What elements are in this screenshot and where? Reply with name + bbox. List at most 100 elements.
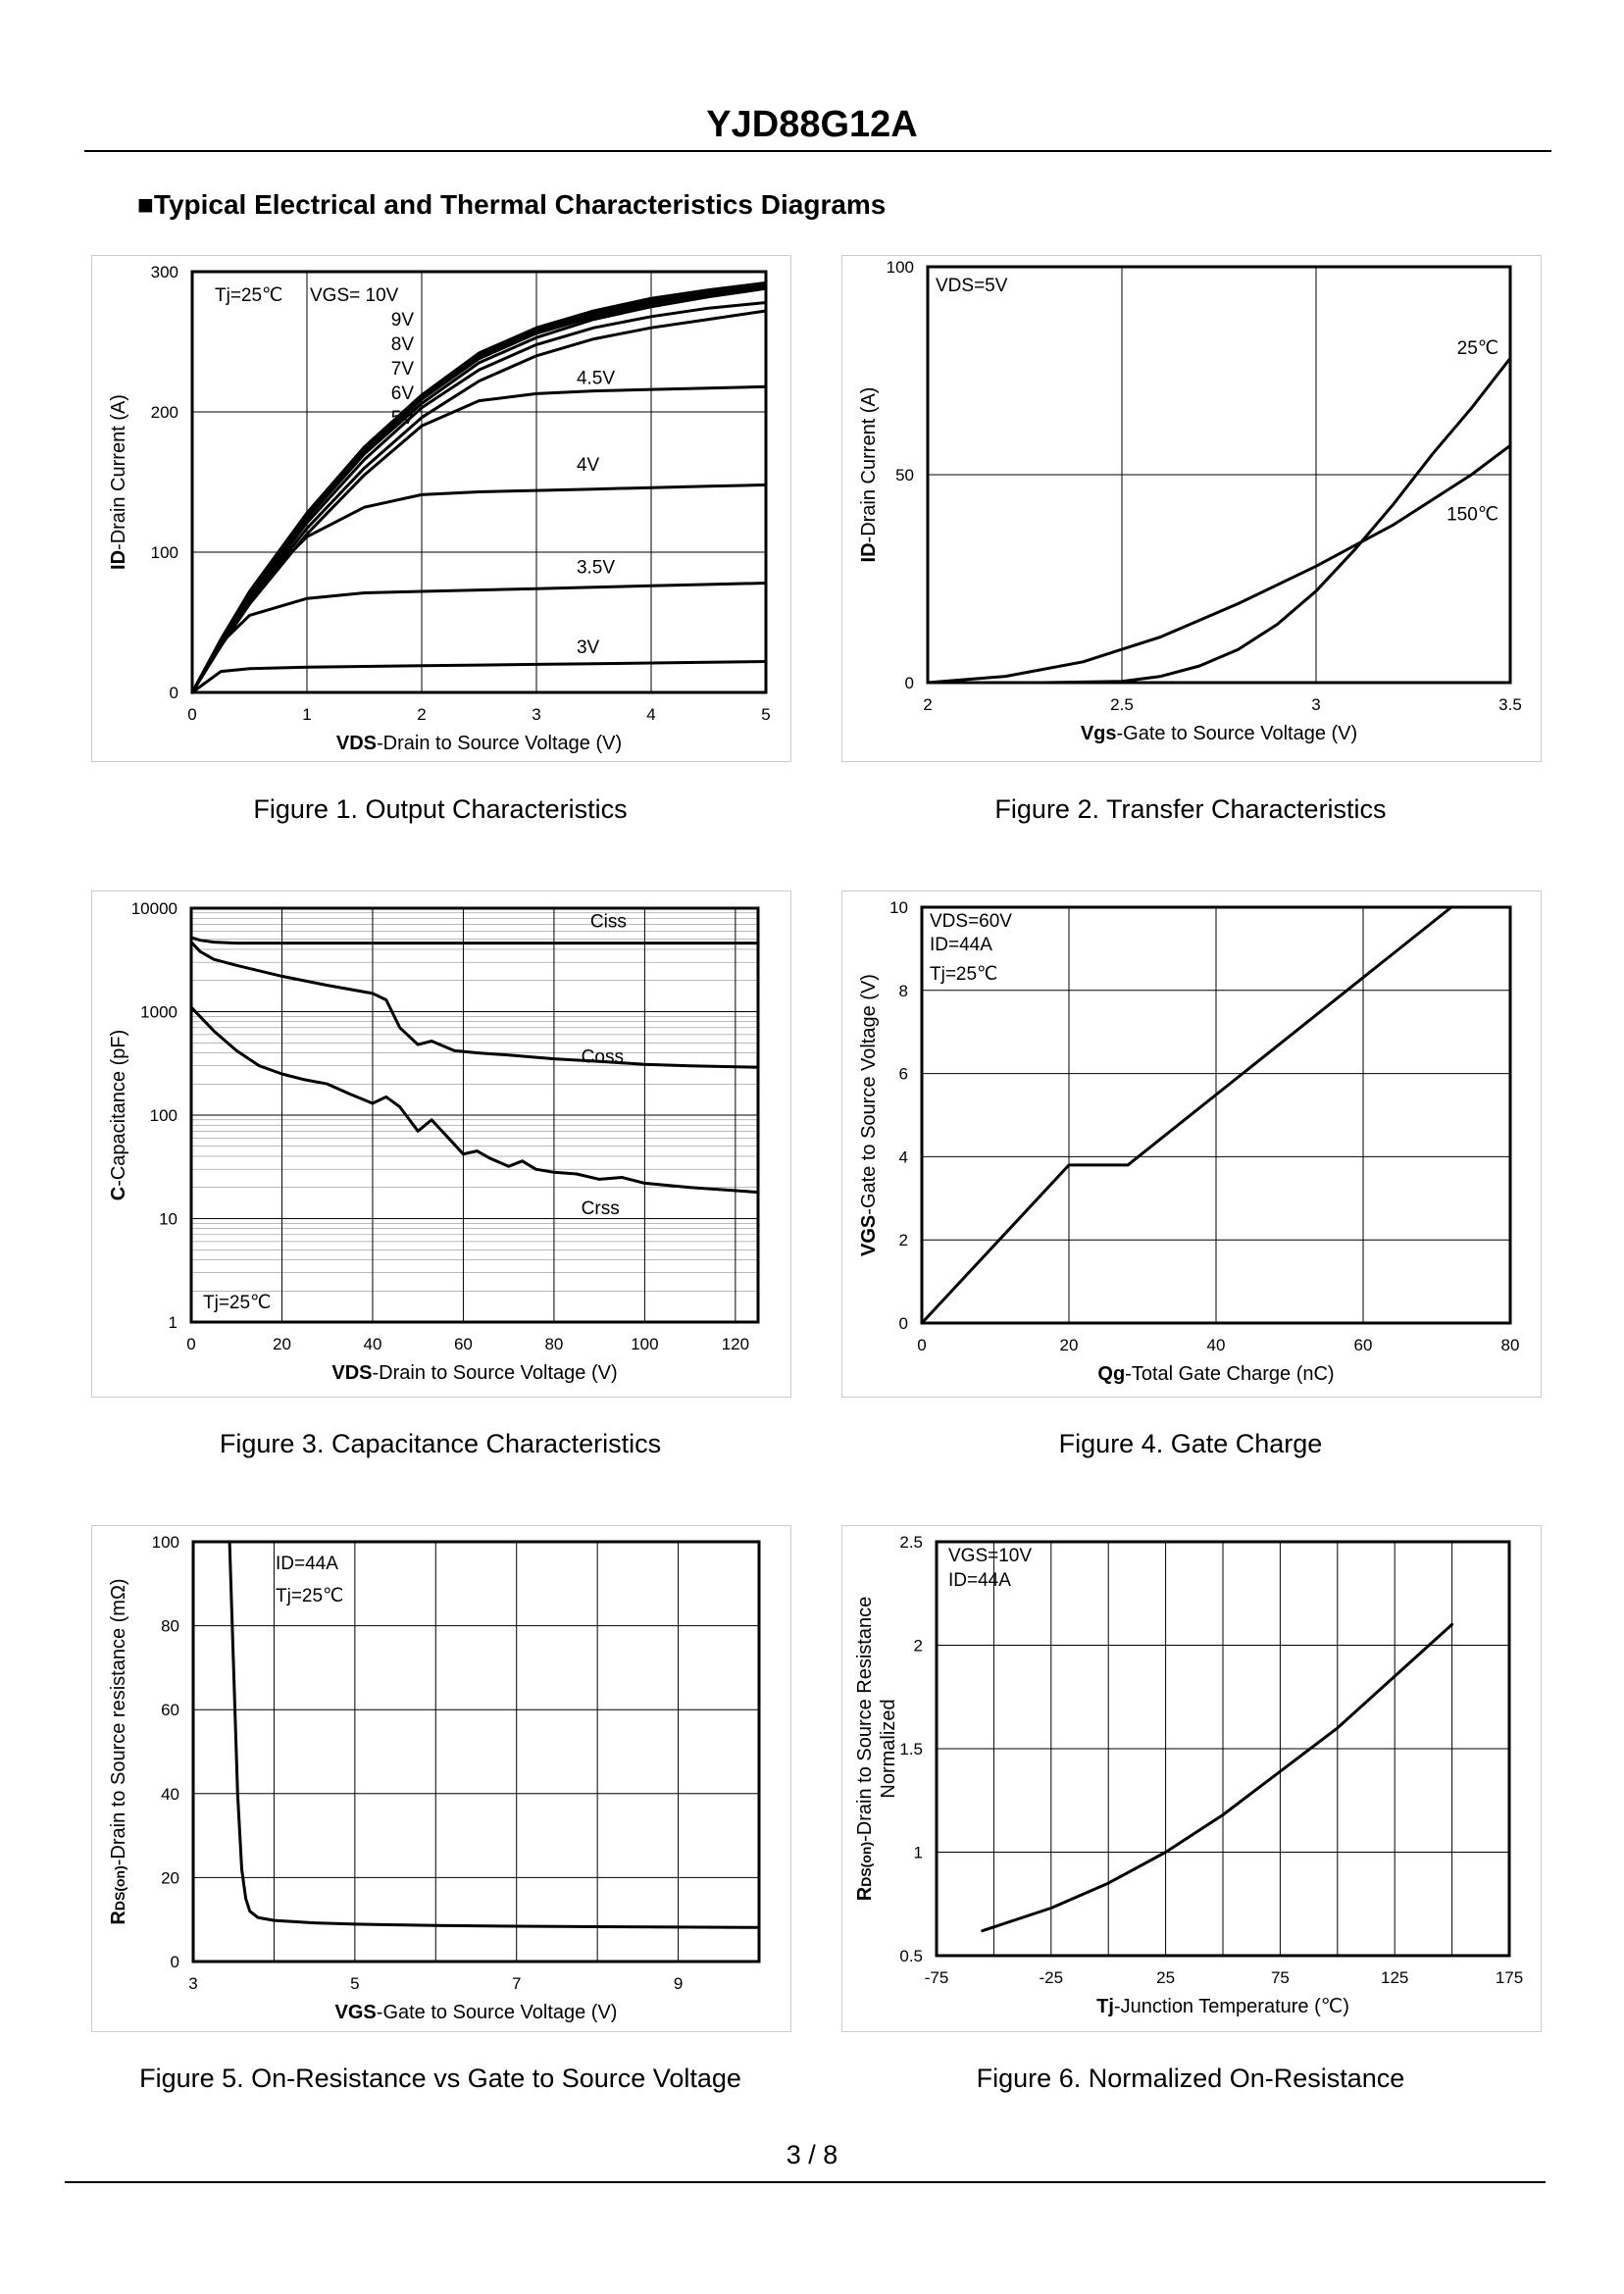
x-tick-label: 60 <box>1354 1336 1373 1354</box>
grid-lines <box>191 271 767 693</box>
y-axis-label-sub: DS(on) <box>858 1842 874 1887</box>
grid-lines <box>190 908 758 1323</box>
series-line-9v <box>190 283 768 694</box>
x-axis-label-rest: -Gate to Source Voltage (V) <box>377 2002 618 2023</box>
x-tick-label: 100 <box>631 1335 658 1353</box>
y-tick-label: 40 <box>161 1785 179 1804</box>
plot-border <box>190 270 768 694</box>
annotation-label: 25℃ <box>1457 338 1498 359</box>
series-line-4v <box>190 483 768 694</box>
annotation-label: 150℃ <box>1446 505 1498 526</box>
y-tick-label: 6 <box>899 1065 908 1084</box>
x-axis-label-rest: -Total Gate Charge (nC) <box>1125 1363 1334 1385</box>
figure-3-caption: Figure 3. Capacitance Characteristics <box>219 1429 662 1458</box>
figure-4-chart: 0 20 40 60 80 0 2 4 6 8 10 Qg-Total Gate Charge (nC… <box>841 891 1540 1396</box>
figure-4-svg: 0 20 40 60 80 0 2 4 6 8 10 Qg-Total Gate Charge (nC… <box>858 898 1519 1385</box>
y-axis-label-bold: VGS <box>858 1215 880 1256</box>
figure-5-svg: 3 5 7 9 0 20 40 60 80 100 VGS-Gate to Source Volta… <box>108 1533 761 2023</box>
x-axis-label-bold: VDS <box>331 1362 372 1384</box>
figure-5-frame <box>91 1525 791 2032</box>
figure-2-chart: 2 2.5 3 3.5 0 50 100 Vgs-Gate to Source Voltage… <box>841 255 1540 760</box>
x-tick-label: 25 <box>1156 1968 1175 1987</box>
y-tick-label: 10000 <box>131 899 178 918</box>
x-tick-label: 3 <box>532 705 540 724</box>
annotation-label: ID=44A <box>948 1570 1011 1591</box>
figure-1-caption: Figure 1. Output Characteristics <box>253 794 628 824</box>
x-tick-label: 20 <box>1060 1336 1079 1354</box>
x-tick-label: 75 <box>1271 1968 1290 1987</box>
figure-1-frame <box>91 255 791 762</box>
x-tick-label: 0 <box>186 1335 195 1353</box>
y-tick-label: 1000 <box>140 1003 178 1022</box>
series-line-coss <box>189 941 760 1069</box>
y-tick-label: 2 <box>914 1637 923 1656</box>
annotation-label: ID=44A <box>276 1554 338 1574</box>
series-line-ciss <box>189 936 760 945</box>
y-tick-label: 0 <box>899 1314 908 1333</box>
annotation-label: 3.5V <box>577 557 615 578</box>
figure-4-caption: Figure 4. Gate Charge <box>1058 1429 1323 1458</box>
y-tick-label: 1 <box>169 1313 178 1332</box>
figure-6-caption: Figure 6. Normalized On-Resistance <box>976 2064 1405 2093</box>
x-axis-label-rest: -Drain to Source Voltage (V) <box>377 733 622 754</box>
x-axis-label-bold: Qg <box>1097 1363 1125 1385</box>
figure-5-caption: Figure 5. On-Resistance vs Gate to Sourc… <box>139 2064 741 2093</box>
annotation-label: Crss <box>582 1198 620 1219</box>
header-rule <box>84 150 1551 152</box>
annotation-label: 6V <box>391 383 415 404</box>
x-axis-label-bold: VGS <box>335 2002 377 2023</box>
annotation-label: 4.5V <box>577 368 615 388</box>
annotation-label: 5V <box>391 408 415 429</box>
x-tick-label: -75 <box>925 1968 949 1987</box>
annotation-label: ID=44A <box>930 935 992 955</box>
x-tick-label: 120 <box>722 1335 749 1353</box>
x-tick-label: 5 <box>350 1974 359 1993</box>
x-axis-label: VDS-Drain to Source Voltage (V) <box>336 733 622 754</box>
y-axis-label-rest: -Drain to Source resistance (mΩ) <box>108 1578 129 1865</box>
x-tick-label: 3 <box>1311 695 1320 714</box>
y-axis-label: RDS(on)-Drain to Source resistance (mΩ) <box>108 1578 129 1924</box>
x-tick-label: 5 <box>761 705 770 724</box>
x-tick-label: 2 <box>923 695 932 714</box>
x-axis-label-rest: -Gate to Source Voltage (V) <box>1117 723 1358 744</box>
figure-4-frame <box>841 891 1542 1398</box>
y-tick-label: 100 <box>152 1533 179 1552</box>
figure-2-frame <box>841 255 1542 762</box>
y-axis-label-rest: -Drain Current (A) <box>858 387 880 543</box>
grid-lines <box>921 906 1511 1324</box>
annotation-label: VGS= 10V <box>310 285 399 306</box>
plot-border <box>926 265 1512 685</box>
plot-border <box>191 1540 761 1963</box>
y-tick-label: 20 <box>161 1868 179 1887</box>
y-tick-label: 1.5 <box>899 1740 923 1759</box>
series-line-6v <box>190 301 768 694</box>
figure-6-chart: -75 -25 25 75 125 175 0.5 1 1.5 2 2.5 Tj-Junction T… <box>841 1525 1540 2030</box>
annotation-label: 7V <box>391 359 415 380</box>
x-tick-label: -25 <box>1040 1968 1064 1987</box>
x-tick-label: 1 <box>302 705 311 724</box>
page-title: YJD88G12A <box>706 104 918 145</box>
x-tick-label: 3.5 <box>1498 695 1522 714</box>
y-tick-label: 100 <box>150 1106 178 1125</box>
annotation-label: Tj=25℃ <box>215 285 282 306</box>
y-axis-label-bold: R <box>854 1886 876 1901</box>
figure-3-svg: 0 20 40 60 80 100 120110100100010000VDS-Drain … <box>108 899 760 1384</box>
x-tick-label: 0 <box>917 1336 926 1354</box>
annotation-label: 9V <box>391 310 415 331</box>
y-axis-label-bold: ID <box>108 550 129 570</box>
y-axis-label: C-Capacitance (pF) <box>108 1030 129 1201</box>
y-tick-label: 0.5 <box>899 1947 923 1965</box>
annotation-label: Tj=25℃ <box>203 1293 271 1313</box>
annotation-label: Tj=25℃ <box>930 964 997 985</box>
x-axis-label-bold: Tj <box>1096 1996 1114 2017</box>
x-tick-label: 125 <box>1381 1968 1408 1987</box>
x-axis-label: VDS-Drain to Source Voltage (V) <box>331 1362 617 1384</box>
y-axis-label-line2: Normalized <box>878 1699 899 1798</box>
y-tick-label: 1 <box>914 1844 923 1862</box>
y-axis-label: ID-Drain Current (A) <box>858 387 880 563</box>
footer-rule <box>65 2181 1546 2183</box>
series-line-3.5v <box>190 582 768 694</box>
annotation-label: Tj=25℃ <box>276 1586 343 1606</box>
y-tick-label: 4 <box>899 1147 908 1166</box>
x-axis-label: Qg-Total Gate Charge (nC) <box>1097 1363 1334 1385</box>
